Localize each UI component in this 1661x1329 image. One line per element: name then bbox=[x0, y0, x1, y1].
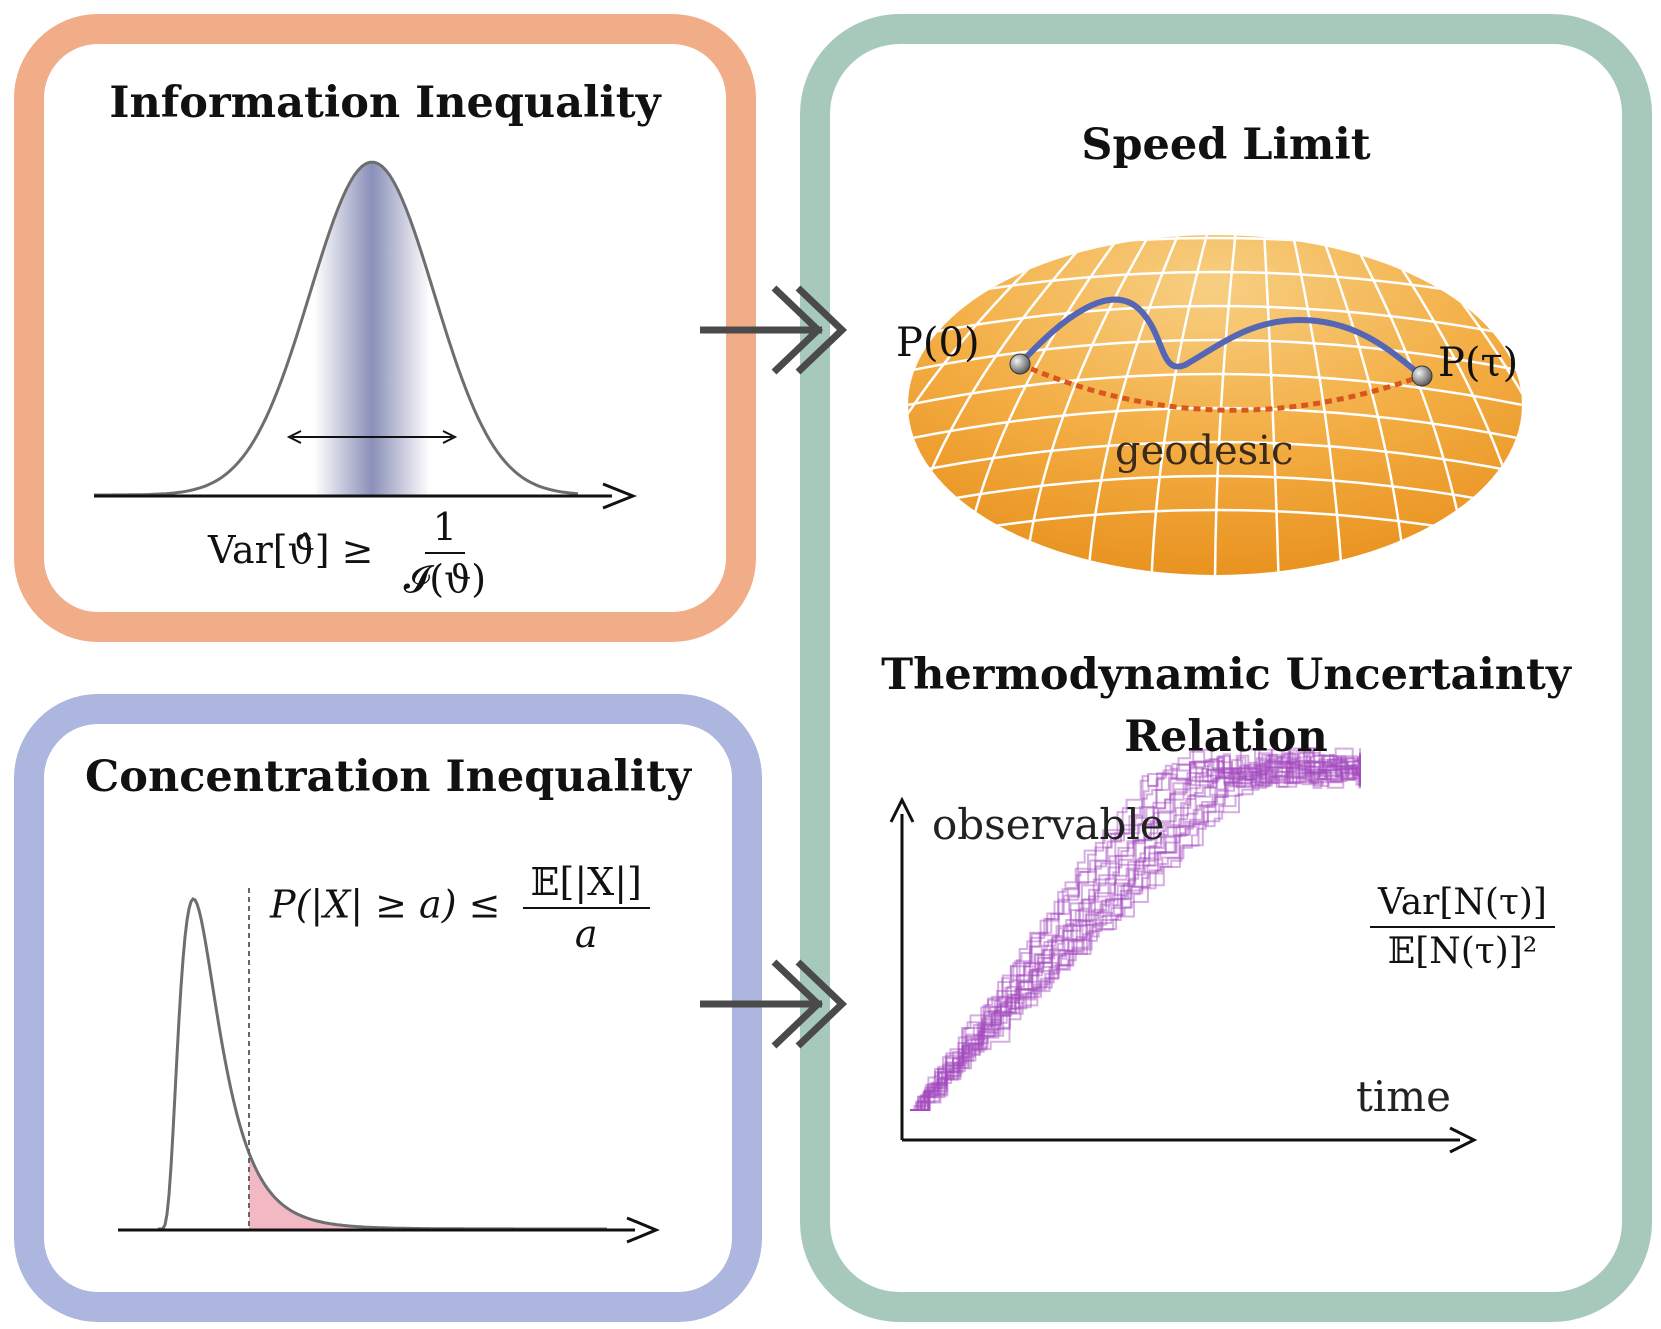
y-axis-label: observable bbox=[932, 800, 1165, 849]
double-headed-arrow-icon bbox=[286, 430, 458, 444]
grid-longitude-line bbox=[908, 235, 1256, 575]
axis-arrow-icon bbox=[889, 796, 915, 823]
cramer-rao-formula: Var[ϑ̂] ≥ 1 𝓘(ϑ) bbox=[208, 505, 494, 602]
concentration-inequality-panel bbox=[14, 694, 762, 1322]
stochastic-trajectory bbox=[910, 749, 1361, 1111]
axis-arrow-icon bbox=[626, 1216, 660, 1244]
stochastic-trajectory bbox=[910, 756, 1361, 1111]
speed-limit-title: Speed Limit bbox=[1081, 120, 1371, 170]
stochastic-trajectory bbox=[910, 748, 1361, 1111]
grid-latitude-line bbox=[908, 304, 1522, 343]
gaussian-curve bbox=[94, 160, 579, 497]
stochastic-trajectory bbox=[910, 754, 1361, 1111]
stochastic-trajectory bbox=[910, 748, 1361, 1111]
stochastic-trajectory bbox=[910, 748, 1361, 1111]
formula-denominator: 𝔼[N(τ)]² bbox=[1387, 931, 1538, 972]
start-point bbox=[1009, 353, 1031, 375]
formula-numerator: Var[N(τ)] bbox=[1370, 882, 1555, 928]
grid-longitude-line bbox=[1253, 235, 1345, 575]
grid-longitude-line bbox=[1254, 235, 1522, 575]
stochastic-trajectory bbox=[910, 748, 1361, 1111]
stochastic-trajectory bbox=[910, 753, 1361, 1111]
stochastic-trajectory bbox=[910, 748, 1361, 1111]
grid-longitude-line bbox=[1254, 235, 1522, 575]
tur-title-line2: Relation bbox=[1124, 712, 1328, 762]
concentration-inequality-title: Concentration Inequality bbox=[85, 752, 691, 802]
trajectory-path bbox=[1017, 296, 1424, 379]
tur-formula: Var[N(τ)] 𝔼[N(τ)]² bbox=[1360, 882, 1555, 972]
grid-latitude-line bbox=[908, 338, 1522, 377]
trajectory-bundle bbox=[910, 747, 1361, 1111]
information-inequality-panel bbox=[14, 14, 756, 642]
speed-limit-tur-panel bbox=[800, 14, 1652, 1322]
stochastic-trajectory bbox=[910, 747, 1361, 1111]
gaussian-shaded-band bbox=[314, 162, 430, 495]
end-point bbox=[1411, 365, 1433, 387]
markov-formula: P(|X| ≥ a) ≤ 𝔼[|X|] a bbox=[270, 860, 650, 956]
stochastic-trajectory bbox=[910, 759, 1361, 1111]
formula-lhs: Var[ϑ̂] ≥ bbox=[208, 528, 374, 572]
grid-latitude-line bbox=[908, 372, 1522, 411]
stochastic-trajectory bbox=[910, 749, 1361, 1111]
formula-lhs: P(|X| ≥ a) ≤ bbox=[270, 882, 501, 927]
gaussian-plot bbox=[94, 160, 638, 510]
stochastic-trajectory bbox=[910, 754, 1361, 1111]
geodesic-label: geodesic bbox=[1115, 428, 1294, 474]
formula-numerator: 𝔼[|X|] bbox=[522, 860, 650, 909]
axis-arrow-icon bbox=[1449, 1126, 1478, 1154]
tail-probability-area bbox=[249, 1152, 607, 1229]
grid-longitude-line bbox=[1253, 235, 1409, 575]
stochastic-trajectory bbox=[910, 755, 1361, 1111]
geodesic-path bbox=[1018, 361, 1423, 413]
end-point-label: P(τ) bbox=[1438, 340, 1519, 386]
stochastic-trajectory bbox=[910, 747, 1361, 1111]
stochastic-trajectory bbox=[910, 747, 1361, 1111]
information-inequality-title: Information Inequality bbox=[109, 78, 661, 128]
stochastic-trajectory bbox=[910, 753, 1361, 1111]
grid-longitude-line bbox=[1149, 235, 1257, 575]
tur-plot bbox=[889, 747, 1478, 1154]
stochastic-trajectory bbox=[910, 760, 1361, 1111]
stochastic-trajectory bbox=[910, 754, 1361, 1111]
grid-longitude-line bbox=[1021, 235, 1257, 575]
x-axis-label: time bbox=[1356, 1072, 1451, 1121]
grid-latitude-line bbox=[908, 235, 1522, 241]
stochastic-trajectory bbox=[910, 763, 1361, 1111]
stochastic-trajectory bbox=[910, 758, 1361, 1111]
stochastic-trajectory bbox=[910, 750, 1361, 1111]
grid-longitude-line bbox=[1213, 235, 1257, 575]
grid-longitude-line bbox=[1085, 235, 1257, 575]
double-chevron-arrow-icon bbox=[700, 959, 848, 1049]
grid-latitude-line bbox=[908, 406, 1522, 445]
axis-arrow-icon bbox=[602, 482, 638, 510]
double-chevron-arrow-icon bbox=[700, 285, 848, 375]
formula-numerator: 1 bbox=[424, 505, 465, 554]
start-point-label: P(0) bbox=[896, 320, 980, 366]
stochastic-trajectory bbox=[910, 758, 1361, 1111]
grid-latitude-line bbox=[908, 440, 1522, 479]
stochastic-trajectory bbox=[910, 753, 1361, 1111]
formula-denominator: a bbox=[574, 912, 598, 956]
grid-longitude-line bbox=[1253, 235, 1281, 575]
tur-title-line1: Thermodynamic Uncertainty bbox=[881, 650, 1571, 700]
skewed-distribution-plot bbox=[118, 888, 660, 1244]
stochastic-trajectory bbox=[910, 753, 1361, 1111]
stochastic-trajectory bbox=[910, 756, 1361, 1111]
formula-denominator: 𝓘(ϑ) bbox=[403, 557, 487, 601]
